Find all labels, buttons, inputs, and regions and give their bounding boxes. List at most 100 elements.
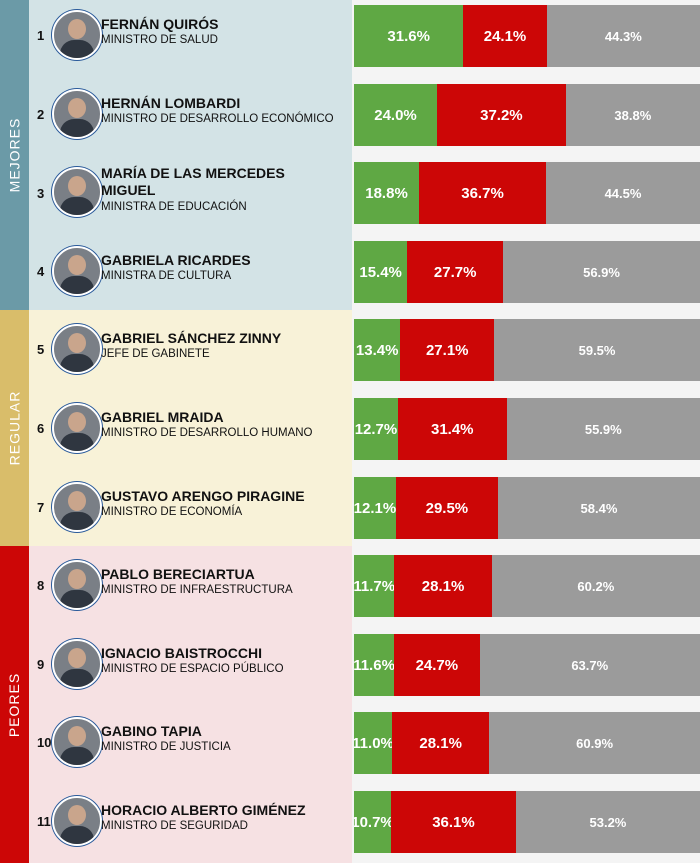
stacked-bar: 31.6% 24.1% 44.3% xyxy=(354,5,700,67)
group-strip-regular: REGULAR xyxy=(0,310,29,546)
data-label: 31.4% xyxy=(430,420,474,438)
bar-segment-neg: 27.1% xyxy=(400,319,495,381)
rank-number: 10 xyxy=(37,735,52,751)
rank-number: 7 xyxy=(37,499,45,515)
avatar-head xyxy=(68,97,86,118)
minister-name: FERNÁN QUIRÓS xyxy=(101,16,219,32)
avatar-body xyxy=(60,433,94,451)
data-label: 12.1% xyxy=(354,499,396,517)
minister-row: 5 GABRIEL SÁNCHEZ ZINNY JEFE DE GABINETE xyxy=(29,314,352,384)
bar-segment-ns: 44.3% xyxy=(546,5,700,67)
rank-number: 4 xyxy=(37,263,45,279)
bar-segment-neg: 29.5% xyxy=(395,477,498,539)
minister-name: GUSTAVO ARENGO PIRAGINE xyxy=(101,487,305,504)
minister-role: MINISTRO DE INFRAESTRUCTURA xyxy=(101,584,293,597)
data-label: 12.7% xyxy=(354,420,398,438)
data-label: 29.5% xyxy=(425,499,469,517)
avatar-head xyxy=(68,726,86,747)
data-label: 13.4% xyxy=(355,341,399,359)
minister-name: GABINO TAPIA xyxy=(101,723,202,740)
rank-number: 11 xyxy=(37,814,51,829)
data-label: 11.7% xyxy=(354,577,395,595)
avatar-body xyxy=(60,197,94,216)
minister-role: MINISTRO DE ECONOMÍA xyxy=(101,505,243,518)
avatar xyxy=(52,324,102,375)
minister-name: GABRIEL MRAIDA xyxy=(101,409,224,425)
data-label: 63.7% xyxy=(571,657,609,673)
data-label: 24.0% xyxy=(374,106,417,124)
bar-segment-ns: 56.9% xyxy=(503,241,700,303)
data-label: 24.7% xyxy=(415,656,459,674)
minister-row: 10 GABINO TAPIA MINISTRO DE JUSTICIA xyxy=(29,707,352,777)
minister-role: MINISTRO DE SEGURIDAD xyxy=(101,820,248,832)
group-strip-peores: PEORES xyxy=(0,546,29,863)
data-label: 58.4% xyxy=(580,500,618,516)
data-label: 36.1% xyxy=(432,813,475,831)
bar-segment-neg: 36.1% xyxy=(391,791,516,853)
avatar xyxy=(52,10,102,60)
bar-segment-ns: 38.8% xyxy=(565,84,700,146)
avatar-body xyxy=(60,275,94,294)
minister-row: 2 HERNÁN LOMBARDI MINISTRO DE DESARROLLO E… xyxy=(29,79,352,149)
avatar-head xyxy=(68,805,86,825)
stacked-bar: 15.4% 27.7% 56.9% xyxy=(354,241,700,303)
minister-name: IGNACIO BAISTROCCHI xyxy=(101,644,262,661)
minister-role: MINISTRO DE DESARROLLO ECONÓMICO xyxy=(101,112,334,125)
minister-name: GABRIELA RICARDES xyxy=(101,251,251,268)
avatar xyxy=(52,560,102,611)
avatar xyxy=(52,638,102,689)
minister-row: 9 IGNACIO BAISTROCCHI MINISTRO DE ESPACIO … xyxy=(29,629,352,699)
rank-number: 5 xyxy=(37,342,45,358)
minister-role: JEFE DE GABINETE xyxy=(101,348,210,361)
avatar xyxy=(52,245,102,296)
stacked-bar: 11.0% 28.1% 60.9% xyxy=(354,712,700,774)
avatar-body xyxy=(60,826,94,844)
stacked-bar: 24.0% 37.2% 38.8% xyxy=(354,84,700,146)
group-label: PEORES xyxy=(6,672,23,737)
avatar-body xyxy=(60,354,94,373)
bar-segment-pos: 11.7% xyxy=(354,555,395,617)
data-label: 11.0% xyxy=(354,734,393,752)
data-label: 56.9% xyxy=(583,264,620,280)
avatar-body xyxy=(60,747,94,766)
bar-segment-ns: 63.7% xyxy=(479,634,700,696)
bar-segment-ns: 59.5% xyxy=(494,319,700,381)
minister-row: 6 GABRIEL MRAIDA MINISTRO DE DESARROLLO HU… xyxy=(29,393,352,463)
data-label: 31.6% xyxy=(387,27,430,45)
bar-segment-pos: 11.0% xyxy=(354,712,393,774)
bar-segment-ns: 55.9% xyxy=(506,398,700,460)
minister-role: MINISTRO DE SALUD xyxy=(101,34,218,46)
bar-segment-pos: 10.7% xyxy=(354,791,392,853)
stacked-bar: 13.4% 27.1% 59.5% xyxy=(354,319,700,381)
minister-name: GABRIEL SÁNCHEZ ZINNY xyxy=(101,330,282,347)
avatar xyxy=(52,481,102,532)
bar-segment-neg: 24.1% xyxy=(463,5,547,67)
data-label: 18.8% xyxy=(365,184,408,202)
minister-role: MINISTRA DE CULTURA xyxy=(101,269,232,282)
bar-segment-pos: 15.4% xyxy=(354,241,408,303)
bar-segment-ns: 60.9% xyxy=(489,712,700,774)
data-label: 11.6% xyxy=(354,656,395,674)
bar-segment-ns: 60.2% xyxy=(491,555,700,617)
group-label: MEJORES xyxy=(6,117,23,193)
bar-segment-neg: 28.1% xyxy=(392,712,490,774)
rank-number: 2 xyxy=(37,106,45,122)
bar-segment-neg: 36.7% xyxy=(419,162,547,224)
bar-segment-pos: 13.4% xyxy=(354,319,401,381)
rank-number: 1 xyxy=(37,28,45,43)
minister-row: 1 FERNÁN QUIRÓS MINISTRO DE SALUD xyxy=(29,0,352,70)
avatar-head xyxy=(68,490,86,511)
bar-segment-pos: 24.0% xyxy=(354,84,438,146)
stacked-bar: 12.1% 29.5% 58.4% xyxy=(354,477,700,539)
bar-segment-pos: 31.6% xyxy=(354,5,464,67)
rank-number: 3 xyxy=(37,186,45,202)
bar-segment-ns: 44.5% xyxy=(546,162,700,224)
avatar-body xyxy=(60,668,94,687)
data-label: 37.2% xyxy=(480,106,523,124)
bar-segment-ns: 58.4% xyxy=(497,477,700,539)
minister-row: 8 PABLO BERECIARTUA MINISTRO DE INFRAESTRU… xyxy=(29,550,352,620)
data-label: 44.5% xyxy=(604,185,642,201)
bar-segment-neg: 27.7% xyxy=(407,241,504,303)
avatar-head xyxy=(68,647,86,668)
